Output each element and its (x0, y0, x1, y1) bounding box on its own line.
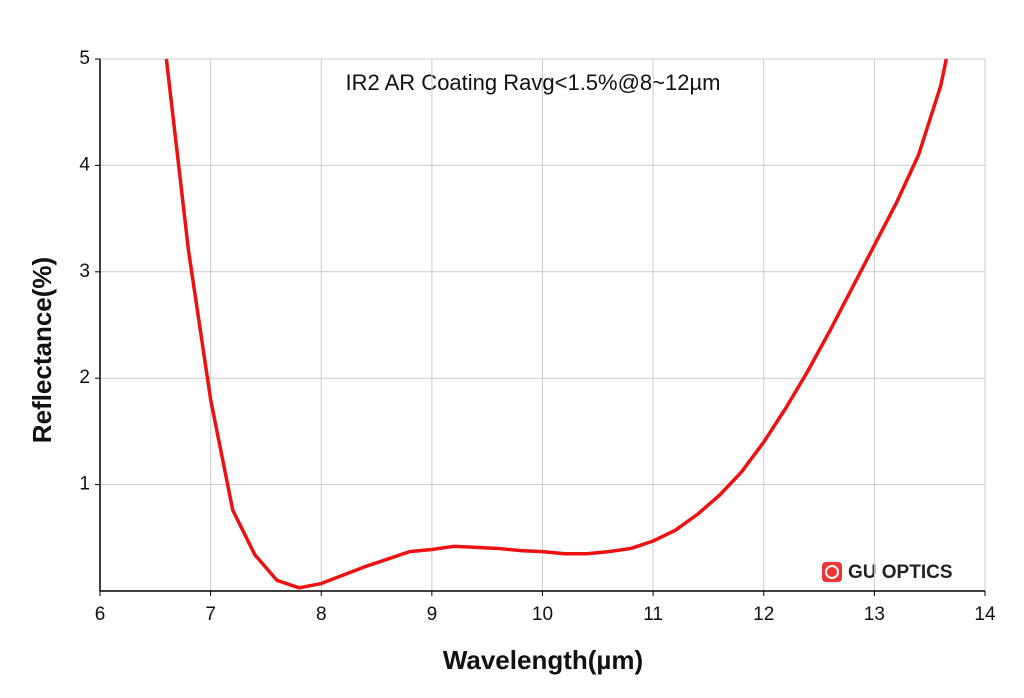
logo-icon (822, 562, 842, 582)
x-tick-label: 7 (205, 604, 216, 625)
x-tick-label: 13 (864, 604, 885, 625)
y-tick-label: 1 (79, 474, 90, 495)
x-tick-label: 9 (427, 604, 438, 625)
y-axis-label: Reflectance(%) (27, 257, 57, 443)
x-tick-label: 12 (753, 604, 774, 625)
chart-title: IR2 AR Coating Ravg<1.5%@8~12µm (346, 70, 721, 95)
y-tick-label: 2 (79, 367, 90, 388)
y-tick-label: 4 (79, 154, 90, 175)
y-tick-label: 5 (79, 48, 90, 69)
x-tick-label: 10 (532, 604, 553, 625)
x-tick-label: 8 (316, 604, 327, 625)
logo (822, 562, 842, 582)
annotation: GU OPTICS (848, 562, 953, 583)
x-tick-label: 14 (974, 604, 996, 625)
x-axis-label: Wavelength(µm) (443, 645, 643, 675)
logo-ring (825, 565, 839, 579)
x-tick-label: 6 (95, 604, 106, 625)
x-tick-label: 11 (643, 604, 663, 625)
y-tick-label: 3 (79, 261, 90, 282)
data-line (164, 58, 948, 590)
